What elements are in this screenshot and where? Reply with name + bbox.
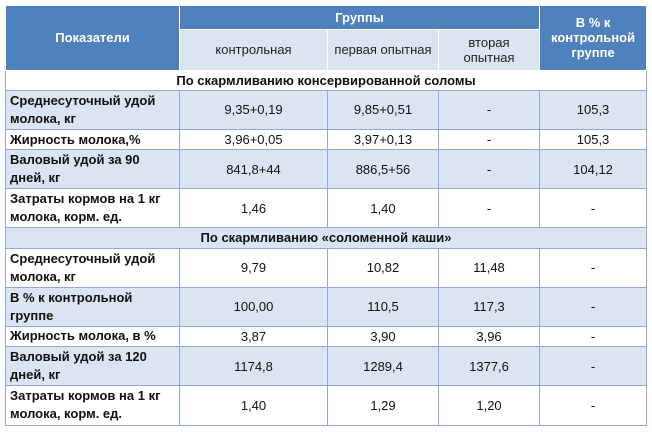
section-row: По скармливанию консервированной соломы bbox=[4, 69, 648, 92]
cell-second-experimental: - bbox=[437, 90, 541, 130]
cell-control: 3,96+0,05 bbox=[179, 128, 328, 151]
cell-control: 1174,8 bbox=[179, 346, 328, 386]
row-label: В % к контрольной группе bbox=[5, 286, 180, 327]
row-label: Среднесуточный удой молока, кг bbox=[5, 247, 180, 288]
cell-control: 100,00 bbox=[179, 286, 328, 327]
cell-first-experimental: 1,29 bbox=[327, 384, 439, 427]
cell-first-experimental: 886,5+56 bbox=[327, 149, 439, 190]
table-row: Затраты кормов на 1 кг молока, корм. ед.… bbox=[5, 384, 648, 427]
row-label: Жирность молока, в % bbox=[5, 325, 180, 348]
row-label: Валовый удой за 120 дней, кг bbox=[5, 346, 180, 386]
row-label: Затраты кормов на 1 кг молока, корм. ед. bbox=[5, 384, 180, 427]
results-table: Показатели Группы В % к контрольной груп… bbox=[4, 5, 648, 427]
cell-first-experimental: 1,40 bbox=[327, 188, 439, 229]
cell-control: 1,40 bbox=[179, 384, 328, 427]
cell-second-experimental: 3,96 bbox=[437, 325, 541, 348]
table-row: Жирность молока, в % 3,87 3,90 3,96 - bbox=[5, 325, 648, 348]
cell-percent: - bbox=[539, 346, 648, 386]
cell-first-experimental: 1289,4 bbox=[327, 346, 439, 386]
cell-first-experimental: 10,82 bbox=[327, 247, 439, 288]
row-label: Жирность молока,% bbox=[5, 128, 180, 151]
header-first-experimental: первая опытная bbox=[327, 28, 439, 71]
header-groups: Группы bbox=[178, 5, 541, 30]
table-row: Жирность молока,% 3,96+0,05 3,97+0,13 - … bbox=[5, 128, 648, 151]
cell-percent: 105,3 bbox=[539, 128, 648, 151]
cell-percent: 105,3 bbox=[539, 90, 648, 130]
cell-control: 9,35+0,19 bbox=[179, 90, 328, 130]
cell-first-experimental: 9,85+0,51 bbox=[327, 90, 439, 130]
section-title: По скармливанию консервированной соломы bbox=[4, 69, 648, 92]
cell-percent: - bbox=[539, 325, 648, 348]
header-percent-to-control: В % к контрольной группе bbox=[539, 5, 648, 71]
cell-second-experimental: 11,48 bbox=[437, 247, 541, 288]
cell-control: 841,8+44 bbox=[179, 149, 328, 190]
cell-percent: - bbox=[539, 384, 648, 427]
cell-second-experimental: 117,3 bbox=[437, 286, 541, 327]
cell-second-experimental: - bbox=[437, 149, 541, 190]
cell-first-experimental: 3,97+0,13 bbox=[327, 128, 439, 151]
cell-percent: - bbox=[539, 188, 648, 229]
table-row: В % к контрольной группе 100,00 110,5 11… bbox=[5, 286, 648, 327]
section-title: По скармливанию «соломенной каши» bbox=[4, 227, 648, 249]
header-indicators: Показатели bbox=[5, 5, 180, 71]
row-label: Среднесуточный удой молока, кг bbox=[5, 90, 180, 130]
table-row: Затраты кормов на 1 кг молока, корм. ед.… bbox=[5, 188, 648, 229]
row-label: Валовый удой за 90 дней, кг bbox=[5, 149, 180, 190]
table-row: Валовый удой за 120 дней, кг 1174,8 1289… bbox=[5, 346, 648, 386]
section-row: По скармливанию «соломенной каши» bbox=[4, 227, 648, 249]
row-label: Затраты кормов на 1 кг молока, корм. ед. bbox=[5, 188, 180, 229]
header-control: контрольная bbox=[179, 28, 328, 71]
cell-control: 9,79 bbox=[179, 247, 328, 288]
cell-second-experimental: 1,20 bbox=[437, 384, 541, 427]
cell-control: 3,87 bbox=[179, 325, 328, 348]
cell-control: 1,46 bbox=[179, 188, 328, 229]
cell-percent: - bbox=[539, 247, 648, 288]
table-row: Среднесуточный удой молока, кг 9,35+0,19… bbox=[5, 90, 648, 130]
header-second-experimental: вторая опытная bbox=[437, 28, 541, 71]
cell-first-experimental: 110,5 bbox=[327, 286, 439, 327]
cell-percent: 104,12 bbox=[539, 149, 648, 190]
cell-second-experimental: - bbox=[437, 188, 541, 229]
cell-second-experimental: - bbox=[437, 128, 541, 151]
cell-first-experimental: 3,90 bbox=[327, 325, 439, 348]
table-row: Среднесуточный удой молока, кг 9,79 10,8… bbox=[5, 247, 648, 288]
cell-percent: - bbox=[539, 286, 648, 327]
cell-second-experimental: 1377,6 bbox=[437, 346, 541, 386]
table-row: Валовый удой за 90 дней, кг 841,8+44 886… bbox=[5, 149, 648, 190]
